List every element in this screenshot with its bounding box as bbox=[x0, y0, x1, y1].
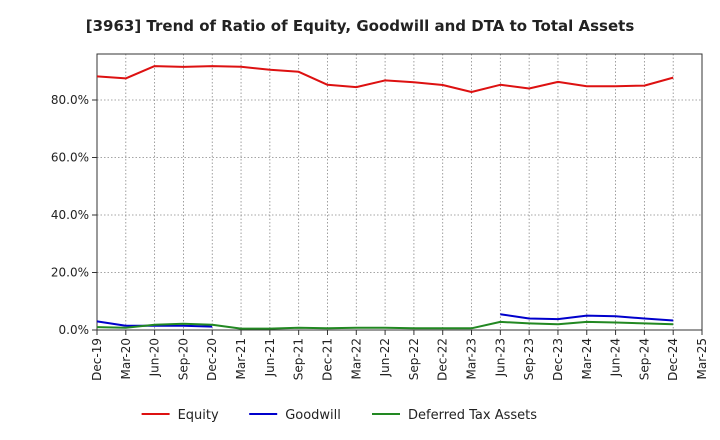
y-tick-label: 40.0% bbox=[51, 208, 89, 222]
series-line-deferred-tax-assets bbox=[96, 320, 674, 330]
y-tick-label: 80.0% bbox=[51, 93, 89, 107]
x-tick-label: Jun-20 bbox=[148, 338, 162, 377]
legend-label: Goodwill bbox=[285, 408, 341, 423]
series-lines bbox=[96, 65, 674, 330]
x-tick-label: Dec-22 bbox=[436, 338, 450, 381]
x-tick-label: Jun-24 bbox=[609, 338, 623, 377]
legend-label: Equity bbox=[178, 408, 219, 423]
series-line-goodwill bbox=[500, 313, 674, 322]
x-tick-label: Dec-20 bbox=[205, 338, 219, 381]
chart-title: [3963] Trend of Ratio of Equity, Goodwil… bbox=[86, 17, 635, 35]
x-tick-label: Jun-23 bbox=[493, 338, 507, 377]
series-line-equity bbox=[96, 65, 674, 93]
x-tick-label: Sep-20 bbox=[176, 338, 190, 380]
x-tick-label: Jun-22 bbox=[378, 338, 392, 377]
y-axis: 0.0% 20.0% 40.0% 60.0% 80.0% bbox=[51, 93, 97, 337]
x-tick-label: Dec-24 bbox=[666, 338, 680, 381]
x-tick-label: Mar-25 bbox=[695, 338, 709, 379]
grid-lines bbox=[96, 54, 703, 331]
legend: Equity Goodwill Deferred Tax Assets bbox=[141, 408, 537, 423]
x-tick-label: Jun-21 bbox=[263, 338, 277, 377]
x-tick-label: Mar-21 bbox=[234, 338, 248, 379]
x-tick-label: Mar-22 bbox=[349, 338, 363, 379]
legend-label: Deferred Tax Assets bbox=[408, 408, 537, 423]
x-tick-label: Mar-23 bbox=[465, 338, 479, 379]
x-tick-label: Sep-21 bbox=[292, 338, 306, 380]
x-tick-label: Mar-24 bbox=[580, 338, 594, 379]
x-tick-label: Dec-21 bbox=[320, 338, 334, 381]
x-tick-label: Mar-20 bbox=[119, 338, 133, 379]
x-axis: Dec-19 Mar-20 Jun-20 Sep-20 Dec-20 Mar-21 Jun-… bbox=[90, 330, 709, 381]
x-tick-label: Sep-23 bbox=[522, 338, 536, 380]
x-tick-label: Sep-22 bbox=[407, 338, 421, 380]
x-tick-label: Dec-23 bbox=[551, 338, 565, 381]
x-tick-label: Sep-24 bbox=[637, 338, 651, 380]
y-tick-label: 20.0% bbox=[51, 266, 89, 280]
y-tick-label: 60.0% bbox=[51, 151, 89, 165]
x-tick-label: Dec-19 bbox=[90, 338, 104, 381]
plot-area-frame bbox=[96, 53, 703, 331]
y-tick-label: 0.0% bbox=[59, 323, 90, 337]
